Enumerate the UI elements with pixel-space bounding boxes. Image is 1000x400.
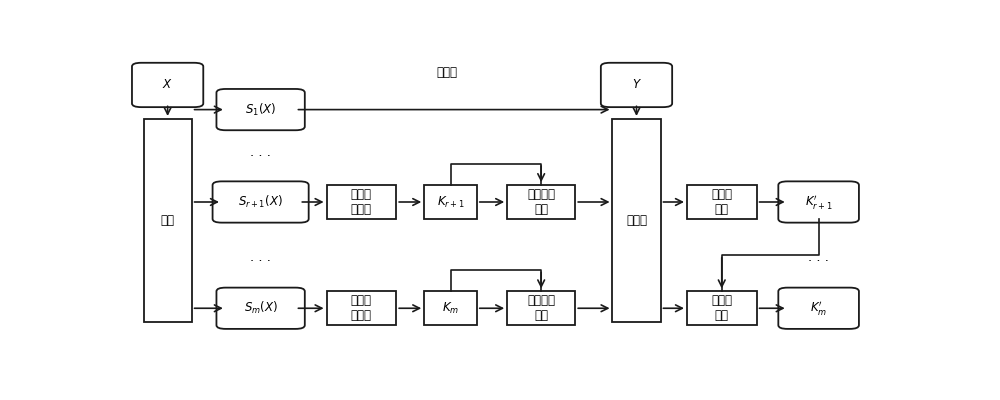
Text: 极化码
逆编码: 极化码 逆编码 xyxy=(351,294,372,322)
Text: 极化码
逆编码: 极化码 逆编码 xyxy=(351,188,372,216)
Text: 极化码
译码: 极化码 译码 xyxy=(711,188,732,216)
Bar xyxy=(507,185,575,219)
FancyBboxPatch shape xyxy=(213,181,309,223)
Bar xyxy=(326,291,396,325)
Text: . . .: . . . xyxy=(250,251,271,264)
FancyBboxPatch shape xyxy=(778,288,859,329)
Text: 休眠比特
信息: 休眠比特 信息 xyxy=(527,188,555,216)
Text: . . .: . . . xyxy=(808,251,829,264)
Bar xyxy=(326,185,396,219)
Bar xyxy=(144,119,192,322)
Text: $K_{r+1}$: $K_{r+1}$ xyxy=(437,194,464,210)
Text: $X$: $X$ xyxy=(162,78,173,92)
Text: 极化码
译码: 极化码 译码 xyxy=(711,294,732,322)
Text: 边信息: 边信息 xyxy=(436,66,457,79)
Text: $K_m$: $K_m$ xyxy=(442,301,459,316)
Bar xyxy=(424,291,477,325)
FancyBboxPatch shape xyxy=(216,288,305,329)
Bar xyxy=(687,185,757,219)
Text: $Y$: $Y$ xyxy=(632,78,641,92)
Text: 量化: 量化 xyxy=(161,214,175,227)
FancyBboxPatch shape xyxy=(778,181,859,223)
Text: 休眠比特
信息: 休眠比特 信息 xyxy=(527,294,555,322)
FancyBboxPatch shape xyxy=(132,63,203,107)
Bar xyxy=(687,291,757,325)
FancyBboxPatch shape xyxy=(216,89,305,130)
Text: $K_m'$: $K_m'$ xyxy=(810,299,827,317)
Text: $K_{r+1}'$: $K_{r+1}'$ xyxy=(805,193,832,211)
Text: $S_{r+1}(X)$: $S_{r+1}(X)$ xyxy=(238,194,283,210)
Bar xyxy=(612,119,661,322)
FancyBboxPatch shape xyxy=(601,63,672,107)
Text: . . .: . . . xyxy=(250,146,271,159)
Text: $S_1(X)$: $S_1(X)$ xyxy=(245,102,276,118)
Bar xyxy=(507,291,575,325)
Bar xyxy=(424,185,477,219)
Text: 初始化: 初始化 xyxy=(626,214,647,227)
Text: $S_m(X)$: $S_m(X)$ xyxy=(244,300,278,316)
